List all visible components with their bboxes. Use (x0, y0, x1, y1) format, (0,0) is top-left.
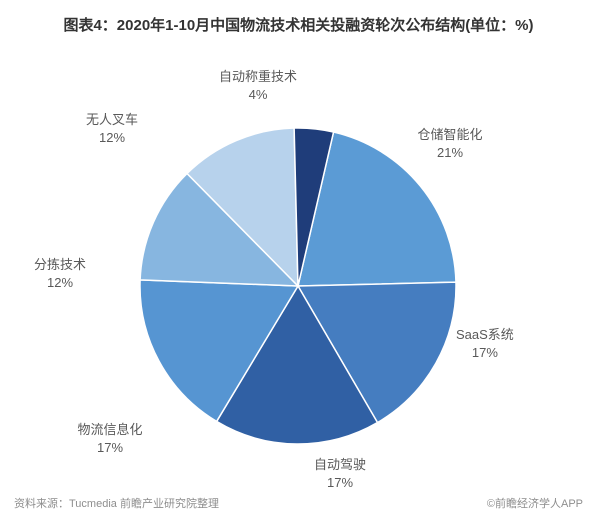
slice-label-value: 4% (219, 86, 297, 104)
slice-label-name: 物流信息化 (78, 421, 143, 439)
slice-label: 自动驾驶17% (314, 456, 366, 491)
slice-label-name: 自动驾驶 (314, 456, 366, 474)
slice-label-value: 17% (314, 474, 366, 492)
slice-label: 自动称重技术4% (219, 68, 297, 103)
slice-label: 无人叉车12% (86, 111, 138, 146)
slice-label: 仓储智能化21% (418, 126, 483, 161)
pie-chart-container: 仓储智能化21%SaaS系统17%自动驾驶17%物流信息化17%分拣技术12%无… (0, 56, 597, 486)
slice-label-name: 分拣技术 (34, 256, 86, 274)
slice-label-name: 无人叉车 (86, 111, 138, 129)
slice-label-value: 21% (418, 144, 483, 162)
source-attribution: 资料来源：Tucmedia 前瞻产业研究院整理 (14, 495, 219, 511)
slice-label-name: SaaS系统 (456, 326, 514, 344)
slice-label-value: 17% (78, 439, 143, 457)
chart-title: 图表4：2020年1-10月中国物流技术相关投融资轮次公布结构(单位：%) (0, 14, 597, 35)
slice-label-value: 17% (456, 344, 514, 362)
slice-label: 分拣技术12% (34, 256, 86, 291)
slice-label: 物流信息化17% (78, 421, 143, 456)
slice-label-name: 仓储智能化 (418, 126, 483, 144)
slice-label-value: 12% (86, 129, 138, 147)
slice-label-value: 12% (34, 274, 86, 292)
copyright-watermark: ©前瞻经济学人APP (487, 495, 583, 511)
slice-label: SaaS系统17% (456, 326, 514, 361)
slice-label-name: 自动称重技术 (219, 68, 297, 86)
